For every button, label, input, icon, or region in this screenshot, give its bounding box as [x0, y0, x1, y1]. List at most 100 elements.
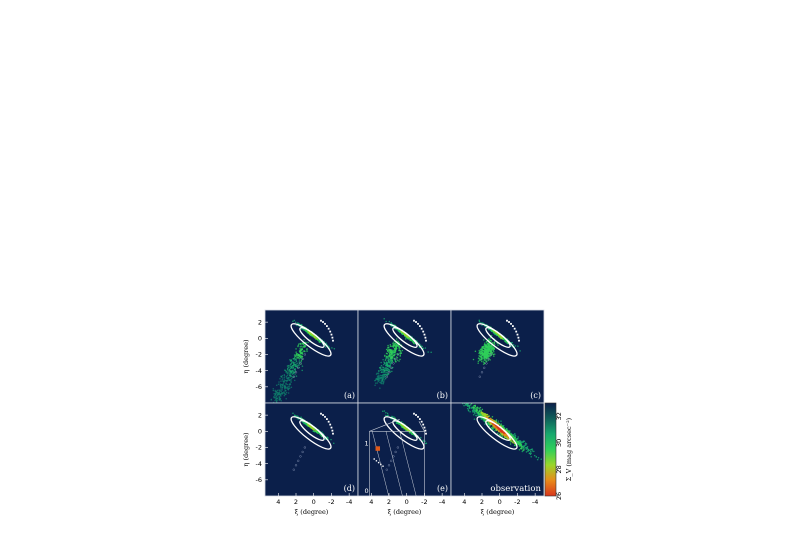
density-point — [487, 348, 489, 351]
density-point — [494, 420, 496, 422]
density-point — [525, 451, 528, 453]
density-point — [302, 343, 305, 345]
density-point — [285, 375, 288, 378]
density-point — [495, 333, 498, 336]
density-point — [474, 350, 477, 353]
density-point — [294, 369, 297, 372]
density-point — [382, 410, 384, 413]
density-point — [275, 398, 278, 400]
inset-connector — [369, 419, 400, 432]
density-point — [274, 399, 276, 402]
density-point — [496, 432, 499, 435]
density-point — [388, 366, 390, 368]
density-point — [519, 444, 521, 446]
density-point — [386, 365, 389, 367]
field-marker — [324, 415, 326, 418]
density-point — [298, 361, 300, 363]
trail-marker — [387, 464, 391, 467]
density-point — [531, 450, 534, 452]
density-point — [512, 343, 515, 346]
density-point — [480, 351, 483, 353]
density-point — [407, 337, 409, 340]
density-point — [498, 433, 501, 436]
field-marker — [425, 339, 427, 342]
disc-contour — [485, 327, 511, 348]
field-marker — [413, 319, 415, 322]
density-point — [481, 322, 483, 324]
density-point — [313, 430, 316, 433]
density-point — [480, 418, 483, 420]
density-point — [514, 433, 516, 435]
density-point — [483, 356, 486, 359]
density-point — [510, 434, 512, 436]
field-marker — [326, 325, 328, 327]
density-point — [382, 371, 385, 373]
disc-contour — [299, 420, 325, 441]
field-marker — [322, 414, 324, 416]
density-point — [285, 397, 287, 400]
density-point — [480, 357, 482, 359]
density-point — [497, 344, 499, 346]
density-point — [401, 331, 403, 334]
density-point — [482, 354, 485, 356]
density-point — [304, 345, 306, 347]
density-point — [537, 456, 540, 459]
density-point — [384, 354, 386, 357]
density-point — [491, 348, 494, 350]
density-point — [383, 362, 386, 364]
density-point — [395, 338, 398, 340]
density-point — [279, 386, 282, 388]
density-point — [295, 375, 298, 377]
density-point — [279, 377, 281, 380]
trail-marker — [396, 353, 400, 356]
density-point — [294, 361, 296, 364]
density-point — [292, 361, 294, 363]
density-point — [489, 417, 492, 420]
density-point — [389, 360, 392, 362]
density-point — [485, 348, 487, 350]
trail-marker — [385, 468, 388, 471]
field-marker — [419, 418, 421, 420]
density-point — [483, 413, 485, 416]
field-marker — [326, 418, 328, 420]
density-point — [489, 337, 492, 339]
density-point — [509, 443, 512, 445]
field-marker — [415, 321, 417, 323]
x-axis-label: ξ (degree) — [481, 508, 515, 516]
colorbar-tick-label: 26 — [555, 492, 563, 500]
density-point — [376, 377, 378, 379]
density-point — [379, 376, 382, 378]
density-point — [483, 348, 486, 351]
density-point — [300, 350, 302, 353]
panel: (a) — [265, 310, 358, 403]
density-point — [388, 361, 391, 364]
density-point — [486, 413, 488, 416]
density-point — [316, 431, 318, 434]
density-point — [292, 320, 294, 323]
density-point — [525, 448, 528, 450]
y-tick-label: -2 — [256, 444, 262, 452]
density-point — [300, 355, 302, 358]
inset-tick-label: 1 — [394, 495, 398, 503]
density-point — [480, 411, 483, 414]
density-point — [489, 349, 492, 351]
density-point — [512, 441, 514, 444]
density-point — [291, 373, 294, 375]
density-point — [395, 361, 397, 363]
density-point — [284, 393, 286, 395]
density-point — [509, 440, 512, 443]
density-point — [465, 404, 467, 406]
density-point — [498, 430, 500, 432]
panel-background — [358, 310, 451, 403]
density-point — [305, 423, 308, 426]
density-point — [400, 351, 402, 353]
density-point — [515, 438, 518, 440]
density-point — [273, 394, 276, 397]
colorbar-tick-label: 32 — [555, 412, 563, 420]
density-point — [313, 429, 315, 431]
field-marker — [332, 432, 334, 435]
density-point — [412, 433, 414, 435]
density-point — [273, 396, 275, 398]
density-point — [387, 361, 389, 364]
density-point — [399, 355, 401, 357]
